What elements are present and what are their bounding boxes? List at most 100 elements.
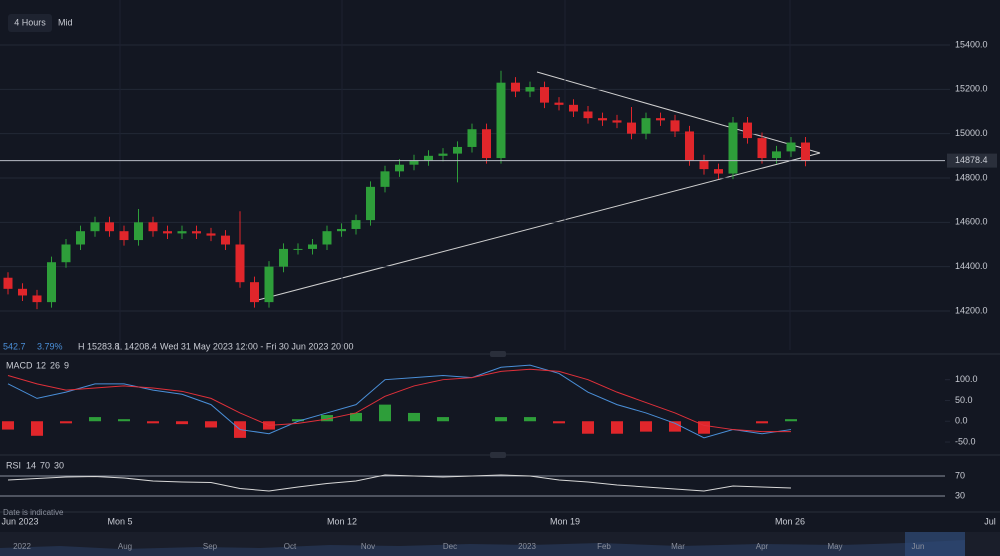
x-tick-label: Mon 12 — [327, 516, 357, 526]
candle-body — [801, 142, 810, 161]
histogram-bar — [292, 419, 304, 422]
x-tick-label: Mon 19 — [550, 516, 580, 526]
candle-body — [134, 222, 143, 241]
candle-body — [221, 235, 230, 245]
histogram-bar — [640, 421, 652, 432]
indicator-title: MACD — [6, 360, 33, 370]
y-tick-label: 14200.0 — [955, 305, 988, 315]
interval-button[interactable] — [8, 14, 52, 32]
navigator-label: Feb — [597, 542, 611, 551]
histogram-bar — [379, 404, 391, 422]
candle-body — [90, 222, 100, 232]
candle-body — [18, 288, 27, 296]
candle-body — [76, 231, 85, 245]
histogram-bar — [495, 417, 507, 422]
navigator-window[interactable] — [905, 532, 965, 556]
y-tick-label: 100.0 — [955, 374, 978, 384]
histogram-bar — [89, 417, 101, 422]
x-tick-label: Jun 2023 — [1, 516, 38, 526]
resize-handle[interactable] — [490, 351, 506, 357]
navigator-label: 2022 — [13, 542, 31, 551]
rsi-line — [7, 474, 792, 492]
candle-body — [467, 129, 477, 147]
histogram-bar — [2, 421, 14, 430]
navigator-area — [0, 540, 965, 556]
candle-body — [163, 231, 172, 234]
last-price-box — [947, 153, 997, 168]
candle-body — [453, 146, 462, 154]
resize-handle[interactable] — [490, 452, 506, 458]
y-tick-label: 15000.0 — [955, 128, 988, 138]
candle-body — [685, 131, 694, 161]
y-tick-label: 14800.0 — [955, 172, 988, 182]
last-price-label: 14878.4 — [955, 155, 988, 165]
candle-body — [612, 120, 622, 123]
candle-body — [61, 244, 71, 263]
candle-body — [554, 102, 564, 105]
candle-body — [322, 231, 332, 245]
candle-body — [525, 87, 535, 92]
histogram-bar — [524, 417, 536, 422]
y-tick-label: 50.0 — [955, 395, 973, 405]
trendline — [536, 71, 821, 154]
date-range: Wed 31 May 2023 12:00 - Fri 30 Jun 2023 … — [160, 341, 353, 351]
navigator-label: Dec — [443, 542, 457, 551]
candle-body — [235, 244, 245, 283]
candle-body — [757, 138, 767, 159]
candle-body — [279, 248, 288, 267]
candle-body — [3, 277, 13, 289]
y-tick-label: 15400.0 — [955, 39, 988, 49]
price-type[interactable]: Mid — [58, 17, 73, 27]
note: Date is indicative — [3, 508, 64, 517]
navigator-label: Aug — [118, 542, 132, 551]
candle-body — [482, 129, 491, 159]
indicator-param: 14 — [26, 460, 36, 470]
navigator-label: Apr — [756, 542, 769, 551]
candle-body — [627, 122, 636, 134]
y-tick-label: -50.0 — [955, 436, 976, 446]
candle-body — [395, 164, 404, 172]
candle-body — [148, 222, 158, 232]
interval[interactable]: 4 Hours — [14, 17, 46, 27]
candle-body — [786, 142, 796, 152]
candle-body — [714, 169, 723, 174]
indicator-param: 70 — [40, 460, 50, 470]
navigator-label: Sep — [203, 542, 218, 551]
change-pct: 3.79% — [37, 341, 63, 351]
histogram-bar — [437, 417, 449, 422]
navigator-label: Jun — [912, 542, 925, 551]
candle-body — [641, 118, 651, 134]
candle-body — [511, 82, 520, 92]
candle-body — [192, 231, 201, 234]
histogram-bar — [321, 415, 333, 422]
histogram-bar — [205, 421, 217, 428]
histogram-bar — [553, 421, 565, 424]
y-tick-label: 15200.0 — [955, 84, 988, 94]
candle-body — [569, 104, 578, 112]
candle-body — [380, 171, 390, 187]
candle-body — [496, 82, 506, 159]
candle-body — [293, 248, 303, 250]
candle-body — [409, 160, 419, 165]
indicator-title: RSI — [6, 460, 21, 470]
y-tick-label: 14400.0 — [955, 261, 988, 271]
navigator-label: 2023 — [518, 542, 536, 551]
y-tick-label: 14600.0 — [955, 217, 988, 227]
candle-body — [32, 295, 42, 303]
candle-body — [105, 222, 114, 232]
candle-body — [351, 220, 361, 229]
candle-body — [119, 231, 129, 241]
candle-body — [743, 122, 752, 139]
indicator-param: 9 — [64, 360, 69, 370]
candle-body — [206, 233, 216, 236]
histogram-bar — [31, 421, 43, 436]
high: H 15283.8 — [78, 341, 120, 351]
histogram-bar — [582, 421, 594, 434]
candle-body — [424, 155, 433, 161]
navigator-label: Nov — [361, 542, 375, 551]
candle-body — [728, 122, 738, 174]
navigator-label: Mar — [671, 542, 685, 551]
y-tick-label: 30 — [955, 490, 965, 500]
